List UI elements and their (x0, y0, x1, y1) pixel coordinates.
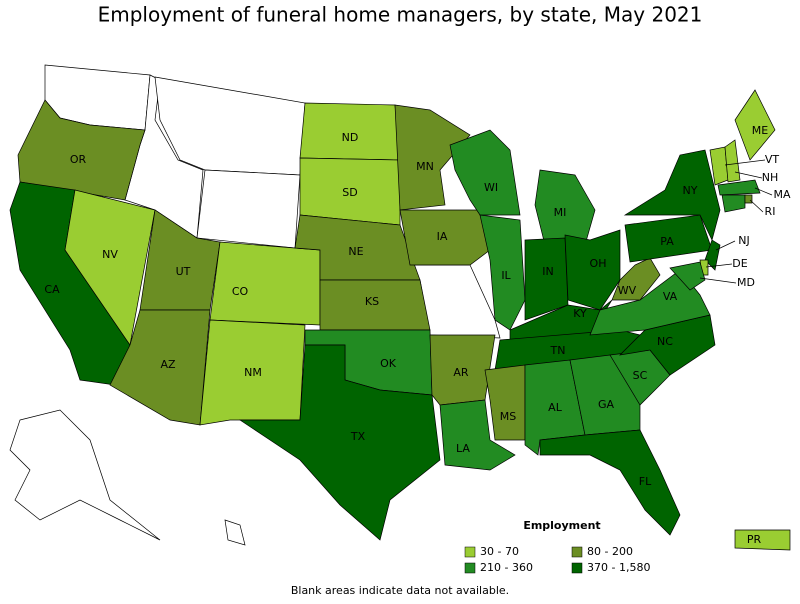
state (717, 179, 761, 196)
legend: 30 - 70 80 - 200 210 - 360 370 - 1,580 (464, 545, 650, 574)
state-label: SD (342, 186, 357, 199)
state-label: DE (732, 257, 747, 270)
state (589, 269, 711, 336)
legend-swatch (571, 562, 583, 574)
state-wy (196, 169, 301, 249)
state-label: MS (500, 410, 516, 423)
legend-swatch (464, 562, 476, 574)
state (439, 399, 516, 471)
state (449, 129, 521, 216)
state (734, 529, 791, 551)
state (209, 241, 321, 326)
state-label: WI (484, 181, 498, 194)
state-label: MI (554, 206, 567, 219)
state (724, 139, 741, 183)
state-label: AL (548, 401, 563, 414)
legend-swatch (571, 546, 583, 558)
state-label: OK (380, 357, 397, 370)
state-label: UT (176, 265, 191, 278)
leader-lines (699, 159, 773, 284)
legend-label: 30 - 70 (480, 545, 519, 558)
state (744, 194, 753, 204)
state-label: PA (660, 235, 674, 248)
leader-line (705, 263, 733, 268)
state-label: TN (550, 344, 566, 357)
state-label: IA (437, 230, 448, 243)
state-label: AZ (160, 358, 176, 371)
state-label: OH (590, 257, 607, 270)
state-label: NJ (738, 234, 749, 247)
state-label: KS (365, 295, 379, 308)
legend-label: 80 - 200 (587, 545, 633, 558)
state-label: NM (244, 366, 262, 379)
state-ak (9, 409, 161, 541)
leader-line (715, 240, 736, 251)
leader-line (724, 159, 766, 166)
state-label: OR (70, 153, 87, 166)
state-label: SC (633, 369, 648, 382)
state-label: MA (773, 188, 790, 201)
state-label: GA (598, 398, 615, 411)
state-hi (224, 519, 246, 546)
leader-line (749, 199, 764, 213)
state-label: LA (456, 442, 470, 455)
states: OR CA NV UT AZ CO NM ND SD NE KS OK TX MN IA AR LA WI IL MI… (9, 89, 791, 551)
state-label: CA (44, 283, 60, 296)
leader-line (754, 187, 773, 196)
state (484, 364, 526, 441)
state (139, 209, 221, 311)
state-label: AR (453, 366, 469, 379)
state (539, 429, 681, 536)
state (399, 209, 491, 266)
legend-label: 210 - 360 (480, 561, 533, 574)
state-label: WV (618, 284, 637, 297)
state-label: MN (416, 160, 434, 173)
state-label: RI (765, 205, 776, 218)
state (704, 239, 721, 271)
legend-swatch (464, 546, 476, 558)
state (238, 344, 441, 541)
leader-line (699, 277, 737, 284)
state-ct (721, 194, 746, 213)
title: Employment of funeral home managers, by … (98, 3, 703, 27)
state-label: NY (683, 184, 698, 197)
legend-title: Employment (523, 519, 600, 532)
state-label: ND (342, 131, 359, 144)
legend-label: 370 - 1,580 (587, 561, 650, 574)
state-label: IL (501, 269, 511, 282)
state-label: FL (639, 475, 652, 488)
state (564, 229, 621, 311)
footnote: Blank areas indicate data not available. (291, 584, 509, 597)
state-label: NH (762, 171, 779, 184)
state-label: VT (765, 153, 780, 166)
state-label: CO (232, 285, 249, 298)
state (109, 309, 211, 426)
leader-line (734, 171, 763, 179)
state (669, 261, 706, 291)
state-label: NC (657, 335, 673, 348)
state-label: NV (102, 248, 118, 261)
state-label: KY (573, 307, 587, 320)
state-label: IN (542, 265, 553, 278)
state-label: MD (737, 276, 755, 289)
state-label: VA (663, 290, 678, 303)
state-label: PR (747, 533, 762, 546)
state-label: ME (752, 124, 768, 137)
state-label: TX (350, 430, 366, 443)
state-label: NE (348, 245, 363, 258)
state (734, 89, 776, 161)
state (623, 149, 721, 242)
